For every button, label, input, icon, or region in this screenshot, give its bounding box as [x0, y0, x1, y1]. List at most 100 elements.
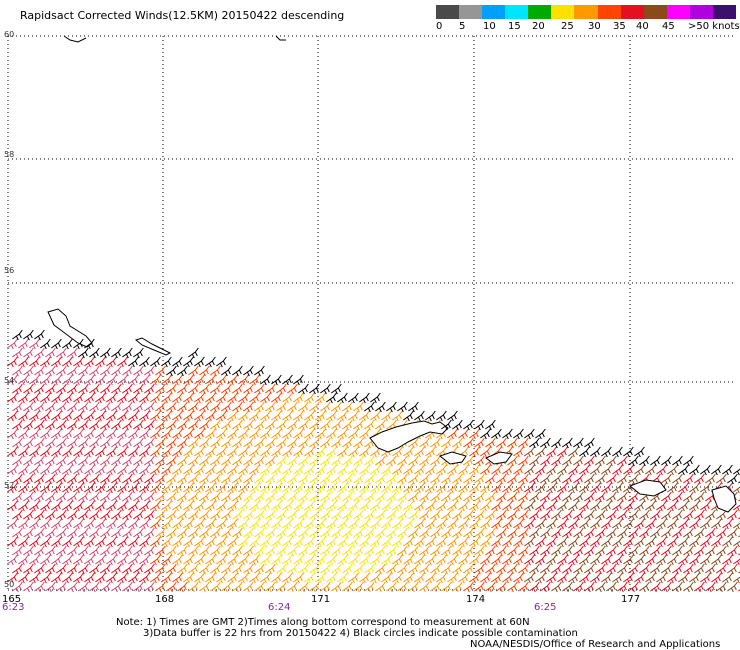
wind-barb: [139, 446, 150, 458]
wind-barb: [117, 572, 128, 584]
wind-barb: [40, 464, 51, 476]
wind-barb: [656, 464, 667, 476]
wind-barb: [408, 455, 419, 467]
wind-barb: [645, 518, 656, 530]
wind-barb: [326, 518, 337, 530]
wind-barb: [161, 464, 172, 476]
wind-barb: [155, 527, 166, 539]
wind-barb: [507, 473, 518, 485]
wind-barb: [320, 401, 331, 413]
wind-barb: [469, 428, 480, 440]
wind-barb: [100, 401, 111, 413]
wind-barb: [106, 374, 117, 386]
wind-barb: [84, 536, 95, 548]
wind-barb: [166, 545, 177, 557]
wind-barb: [694, 509, 705, 521]
wind-barb: [133, 401, 144, 413]
wind-barb: [551, 437, 562, 449]
wind-barb: [254, 455, 265, 467]
wind-barb: [276, 509, 287, 521]
wind-barb: [254, 473, 265, 485]
wind-barb: [309, 419, 320, 431]
wind-barb: [271, 428, 282, 440]
wind-barb: [601, 482, 612, 494]
wind-barb: [612, 518, 623, 530]
wind-barb: [579, 536, 590, 548]
wind-barb: [100, 545, 111, 557]
wind-barb: [183, 446, 194, 458]
wind-barb: [199, 365, 210, 377]
wind-barb: [84, 356, 95, 368]
wind-barb: [463, 527, 474, 539]
wind-barb: [491, 464, 502, 476]
wind-barb: [95, 536, 106, 548]
wind-barb: [276, 527, 287, 539]
wind-barb: [122, 545, 133, 557]
wind-barb: [364, 419, 375, 431]
wind-barb: [243, 509, 254, 521]
wind-barb: [210, 419, 221, 431]
wind-barb: [199, 437, 210, 449]
wind-barb: [128, 500, 139, 512]
wind-barb: [452, 563, 463, 575]
wind-barb: [491, 482, 502, 494]
wind-barb: [287, 545, 298, 557]
wind-barb: [199, 473, 210, 485]
wind-barb: [650, 545, 661, 557]
wind-barb: [623, 464, 634, 476]
wind-barb: [133, 347, 144, 359]
wind-barb: [34, 419, 45, 431]
wind-barb: [84, 392, 95, 404]
wind-barb: [375, 509, 386, 521]
wind-barb: [337, 464, 348, 476]
wind-barb: [56, 545, 67, 557]
wind-barb: [392, 410, 403, 422]
wind-barb: [529, 545, 540, 557]
wind-barb: [287, 383, 298, 395]
wind-barb: [309, 491, 320, 503]
wind-barb: [282, 500, 293, 512]
wind-barb: [320, 455, 331, 467]
latitude-label: 54: [4, 376, 15, 385]
wind-barb: [469, 500, 480, 512]
wind-barb: [293, 446, 304, 458]
wind-barb: [194, 446, 205, 458]
wind-barb: [282, 410, 293, 422]
wind-barb: [194, 518, 205, 530]
wind-barb: [430, 473, 441, 485]
wind-barb: [474, 527, 485, 539]
wind-barb: [722, 554, 733, 566]
wind-barb: [337, 518, 348, 530]
wind-barb: [282, 374, 293, 386]
wind-barb: [705, 509, 716, 521]
wind-barb: [238, 554, 249, 566]
wind-barb: [617, 491, 628, 503]
wind-barb: [579, 500, 590, 512]
wind-barb: [700, 500, 711, 512]
wind-barb: [12, 383, 23, 395]
legend-tick-label: 45: [662, 21, 675, 32]
wind-barb: [227, 374, 238, 386]
longitude-label: 171: [311, 594, 331, 605]
wind-barb: [711, 464, 722, 476]
wind-barb: [502, 428, 513, 440]
wind-barb: [414, 482, 425, 494]
wind-barb: [139, 356, 150, 368]
wind-barb: [425, 572, 436, 584]
wind-barb: [661, 563, 672, 575]
wind-barb: [733, 486, 740, 494]
wind-barb: [89, 563, 100, 575]
wind-barb: [150, 356, 161, 368]
wind-speed-legend: 0 5 10 15 20 25 30 35 40 45 >50 knots: [436, 5, 740, 35]
wind-barb: [155, 581, 166, 593]
wind-barb: [210, 383, 221, 395]
wind-barb: [271, 446, 282, 458]
wind-barb: [419, 527, 430, 539]
wind-barb: [128, 536, 139, 548]
wind-barb: [150, 410, 161, 422]
wind-barb: [601, 464, 612, 476]
wind-barb: [474, 455, 485, 467]
wind-barb: [606, 563, 617, 575]
wind-barb: [227, 482, 238, 494]
island-east-2: [629, 479, 667, 497]
